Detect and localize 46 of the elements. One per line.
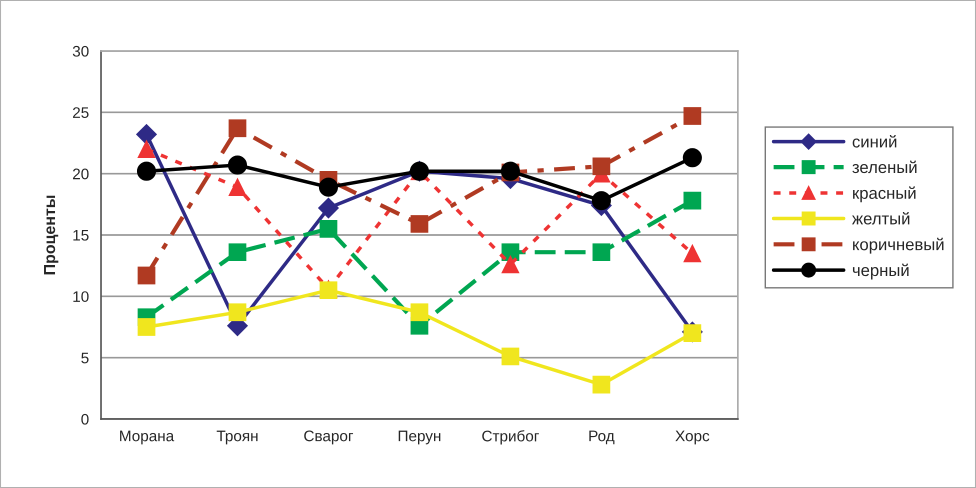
y-tick-label: 30 <box>72 46 89 57</box>
y-axis-title: Проценты <box>44 196 58 274</box>
x-tick-label: Род <box>589 430 614 444</box>
point <box>228 119 246 138</box>
y-tick-label: 20 <box>72 168 89 180</box>
point <box>318 178 338 197</box>
y-tick-label: 5 <box>81 352 89 364</box>
x-tick-label: Стрибог <box>482 430 539 444</box>
point <box>502 348 520 366</box>
x-tick-label: Перун <box>398 430 440 444</box>
legend-label: зеленый <box>852 160 916 174</box>
legend-label: синий <box>852 135 896 148</box>
point <box>592 243 610 262</box>
y-tick-label: 25 <box>72 107 89 118</box>
point <box>682 148 702 168</box>
point <box>136 162 156 181</box>
legend-label: коричневый <box>853 238 944 254</box>
point <box>228 156 248 175</box>
point <box>684 107 702 125</box>
point <box>320 220 338 238</box>
point <box>138 266 156 284</box>
y-tick-label: 10 <box>73 291 89 302</box>
point <box>592 157 610 176</box>
x-tick-label: Хорс <box>675 430 710 444</box>
point <box>684 192 702 210</box>
point <box>592 191 611 210</box>
point <box>410 215 428 233</box>
x-tick-label: Сварог <box>304 430 354 444</box>
point <box>228 178 246 196</box>
point <box>228 243 246 262</box>
point <box>410 303 428 322</box>
point <box>502 256 520 274</box>
x-tick-label: Троян <box>216 430 258 444</box>
y-tick-label: 15 <box>73 230 89 241</box>
point <box>138 318 156 336</box>
point <box>592 376 610 394</box>
y-tick-label: 0 <box>81 414 89 425</box>
point <box>318 198 339 218</box>
legend-label: красный <box>853 186 916 202</box>
point <box>684 244 702 262</box>
x-tick-label: Морана <box>120 430 174 444</box>
point <box>228 303 246 322</box>
point <box>136 124 157 145</box>
legend-label: черный <box>852 264 909 280</box>
legend-label: желтый <box>852 212 910 224</box>
point <box>138 140 156 158</box>
